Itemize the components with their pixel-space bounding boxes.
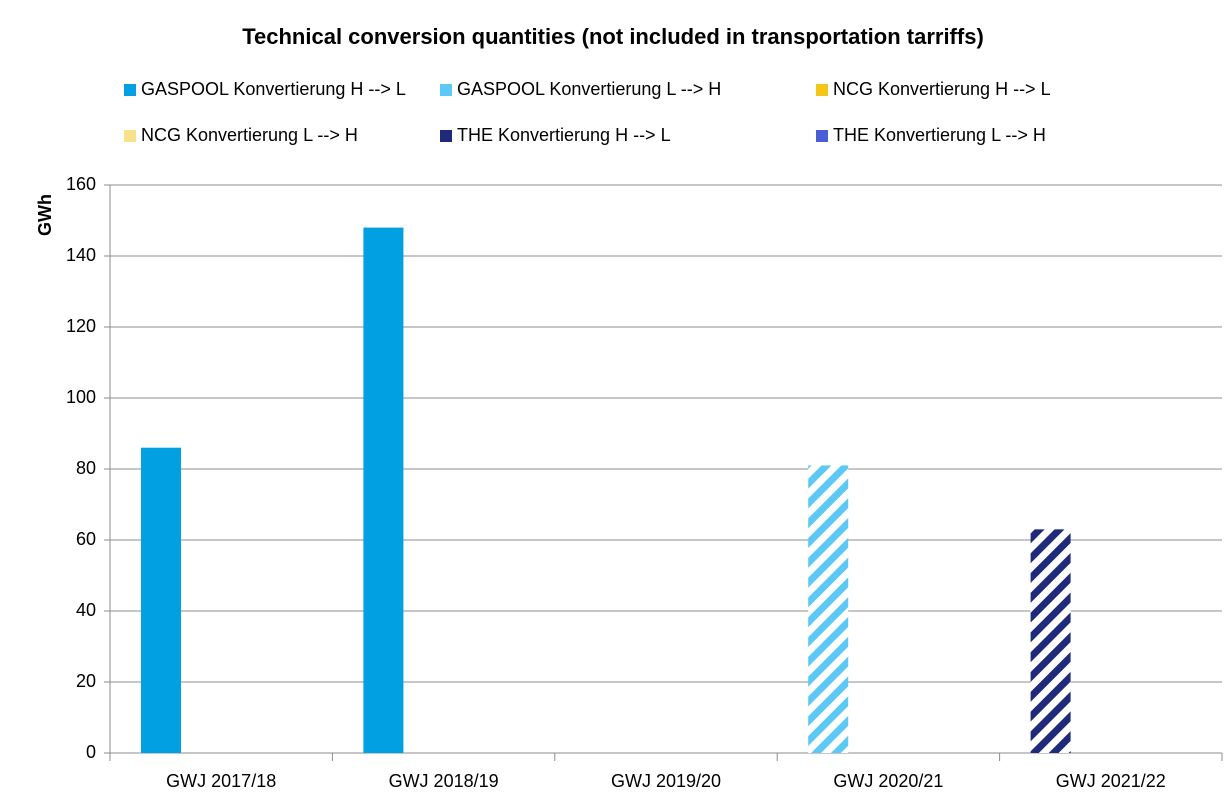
x-tick-label: GWJ 2019/20 <box>611 771 721 791</box>
x-tick-label: GWJ 2020/21 <box>833 771 943 791</box>
x-tick-label: GWJ 2017/18 <box>166 771 276 791</box>
legend-label: THE Konvertierung L --> H <box>833 125 1046 145</box>
bar <box>363 227 404 754</box>
y-tick-label: 80 <box>76 458 96 478</box>
legend-label: THE Konvertierung H --> L <box>457 125 671 145</box>
legend-label: NCG Konvertierung H --> L <box>833 79 1051 99</box>
legend-label: NCG Konvertierung L --> H <box>141 125 358 145</box>
legend-swatch <box>816 84 828 96</box>
bar <box>1030 529 1071 753</box>
legend-swatch <box>124 130 136 142</box>
y-tick-label: 140 <box>66 245 96 265</box>
legend-swatch <box>440 130 452 142</box>
legend-label: GASPOOL Konvertierung L --> H <box>457 79 721 99</box>
legend-swatch <box>124 84 136 96</box>
legend-swatch <box>816 130 828 142</box>
bar <box>141 447 181 753</box>
y-tick-label: 60 <box>76 529 96 549</box>
x-tick-label: GWJ 2018/19 <box>389 771 499 791</box>
x-tick-label: GWJ 2021/22 <box>1056 771 1166 791</box>
chart-title: Technical conversion quantities (not inc… <box>242 24 984 49</box>
y-tick-label: 20 <box>76 671 96 691</box>
bar <box>808 465 849 753</box>
y-tick-label: 100 <box>66 387 96 407</box>
legend-label: GASPOOL Konvertierung H --> L <box>141 79 406 99</box>
y-tick-label: 0 <box>86 742 96 762</box>
y-tick-label: 40 <box>76 600 96 620</box>
y-tick-label: 160 <box>66 174 96 194</box>
y-axis-label: GWh <box>35 194 55 236</box>
y-tick-label: 120 <box>66 316 96 336</box>
legend-swatch <box>440 84 452 96</box>
